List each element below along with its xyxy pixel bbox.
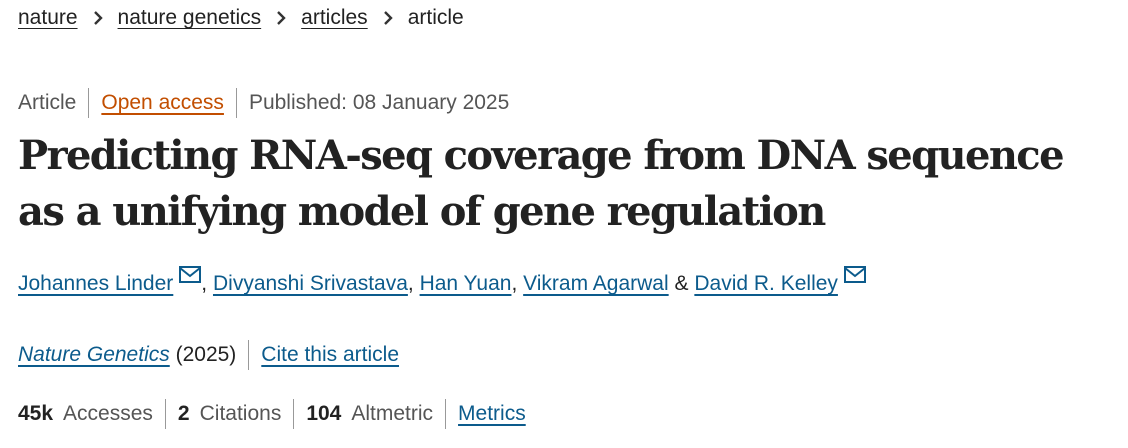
journal-info: Nature Genetics (2025) Cite this article	[18, 340, 399, 370]
breadcrumb-current: article	[407, 6, 464, 29]
author-separator-and: &	[674, 272, 689, 295]
article-meta: Article Open access Published: 08 Januar…	[18, 88, 509, 118]
chevron-right-icon	[78, 4, 118, 32]
citations-label: Citations	[199, 402, 282, 425]
divider	[164, 399, 166, 429]
divider	[248, 340, 250, 370]
divider	[293, 399, 295, 429]
open-access-link[interactable]: Open access	[101, 91, 224, 114]
article-metrics: 45k Accesses 2 Citations 104 Altmetric M…	[18, 399, 526, 429]
breadcrumb: nature nature genetics articles article	[18, 4, 464, 32]
chevron-right-icon	[368, 4, 408, 32]
author-link[interactable]: David R. Kelley	[694, 272, 838, 295]
divider	[445, 399, 447, 429]
author-link[interactable]: Divyanshi Srivastava	[212, 272, 408, 295]
author-separator: ,	[201, 272, 208, 295]
citations-count: 2	[177, 402, 190, 425]
accesses-label: Accesses	[63, 402, 153, 425]
published-date: Published: 08 January 2025	[248, 91, 510, 114]
cite-article-link[interactable]: Cite this article	[261, 343, 400, 366]
accesses-count: 45k	[18, 402, 54, 425]
author-list: Johannes Linder , Divyanshi Srivastava ,…	[18, 266, 866, 298]
mail-icon[interactable]	[843, 263, 866, 291]
divider	[235, 88, 237, 118]
altmetric-label: Altmetric	[351, 402, 434, 425]
breadcrumb-nature-genetics[interactable]: nature genetics	[117, 6, 262, 29]
journal-year: (2025)	[175, 343, 237, 366]
author-link[interactable]: Han Yuan	[419, 272, 512, 295]
metrics-link[interactable]: Metrics	[458, 402, 526, 425]
author-link[interactable]: Vikram Agarwal	[523, 272, 669, 295]
author-separator: ,	[407, 272, 414, 295]
author-link[interactable]: Johannes Linder	[18, 272, 174, 295]
breadcrumb-articles[interactable]: articles	[301, 6, 368, 29]
divider	[88, 88, 90, 118]
article-type: Article	[18, 91, 77, 114]
breadcrumb-nature[interactable]: nature	[18, 6, 78, 29]
article-title: Predicting RNA-seq coverage from DNA seq…	[18, 132, 1065, 235]
altmetric-count: 104	[306, 402, 342, 425]
chevron-right-icon	[261, 4, 301, 32]
mail-icon[interactable]	[179, 263, 202, 291]
journal-link[interactable]: Nature Genetics	[18, 343, 170, 366]
author-separator: ,	[511, 272, 518, 295]
